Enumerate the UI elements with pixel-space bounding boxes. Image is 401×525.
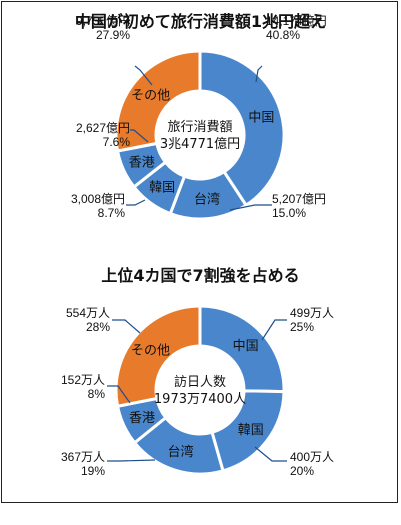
chart2-callout-other: 554万人 28% [50,306,110,334]
chart1-other-percent: 27.9% [95,28,130,42]
chart2-taiwan-percent: 19% [80,464,105,478]
chart1-title: 中国が初めて旅行消費額1兆円超え [74,12,327,31]
chart1-china-percent: 40.8% [266,28,301,42]
chart1-hongkong-percent: 7.6% [102,135,130,149]
chart1-leader-china [255,65,263,83]
chart1-slice-label-hongkong: 香港 [129,156,155,171]
chart2-china-percent: 25% [290,320,315,334]
chart2-callout-hongkong: 152万人 8% [45,373,105,401]
chart1-callout-hongkong: 2,627億円 7.6% [55,121,130,149]
chart2-hongkong-value: 152万人 [60,373,105,387]
chart1-center-label-2: 3兆4771億円 [160,136,240,152]
chart2-slice-label-taiwan: 台湾 [168,444,194,460]
chart1-leader-hongkong [130,129,149,143]
chart1-callout-china: 14,174億円 40.8% [266,14,356,42]
chart2-slice-china [198,304,286,394]
chart1-korea-value: 3,008億円 [70,192,125,206]
chart1-taiwan-percent: 15.0% [272,206,307,220]
chart2-callout-korea: 400万人 20% [290,450,370,478]
chart2-china-value: 499万人 [290,306,335,320]
chart2-slice-label-china: 中国 [233,339,259,354]
chart2-other-percent: 28% [85,320,110,334]
chart2-taiwan-value: 367万人 [60,450,105,464]
chart2-leader-hongkong [107,385,131,404]
chart1-callout-korea: 3,008億円 8.7% [50,192,125,220]
chart1-leader-taiwan [229,204,272,211]
figure-frame [1,1,398,503]
chart1-china-value: 14,174億円 [266,14,327,28]
chart1-korea-percent: 8.7% [97,206,125,220]
chart2-korea-percent: 20% [290,464,315,478]
chart2-callout-china: 499万人 25% [290,306,370,334]
chart2-leader-other [112,319,141,334]
chart1-hongkong-value: 2,627億円 [75,121,130,135]
chart1-slice-label-korea: 韓国 [149,181,175,196]
chart2-leader-china [261,319,287,341]
chart2-slice-other [114,304,202,408]
chart1-leader-other [134,65,153,86]
chart2-leader-taiwan [107,459,156,462]
chart1-slice-china [198,49,286,208]
chart1-center-label-1: 旅行消費額 [167,120,232,135]
chart2-other-value: 554万人 [65,306,110,320]
chart1-slice-label-taiwan: 台湾 [194,192,220,208]
chart2-leader-korea [254,446,287,462]
chart1-callout-taiwan: 5,207億円 15.0% [272,192,362,220]
chart1-slice-other [114,49,202,153]
chart1-callout-other: 9,755億円 27.9% [55,14,130,42]
chart2-hongkong-percent: 8% [87,387,105,401]
chart2-slice-label-korea: 韓国 [238,423,264,438]
chart2-title: 上位4カ国で7割強を占める [101,266,300,285]
chart2-korea-value: 400万人 [290,450,335,464]
chart1-slice-label-china: 中国 [248,111,274,126]
chart1-taiwan-value: 5,207億円 [272,192,327,206]
chart2-slice-label-hongkong: 香港 [129,411,155,426]
chart1-center-hole [158,93,242,177]
chart1-leader-korea [126,199,146,206]
chart1-slice-label-other: その他 [131,88,170,103]
chart2-center-label-2: 1973万7400人 [154,392,246,407]
chart2-center-hole [158,348,242,432]
chart1-other-value: 9,755億円 [75,14,130,28]
chart2-slice-label-other: その他 [131,343,170,358]
chart2-center-label-1: 訪日人数 [174,374,226,390]
chart2-callout-taiwan: 367万人 19% [45,450,105,478]
